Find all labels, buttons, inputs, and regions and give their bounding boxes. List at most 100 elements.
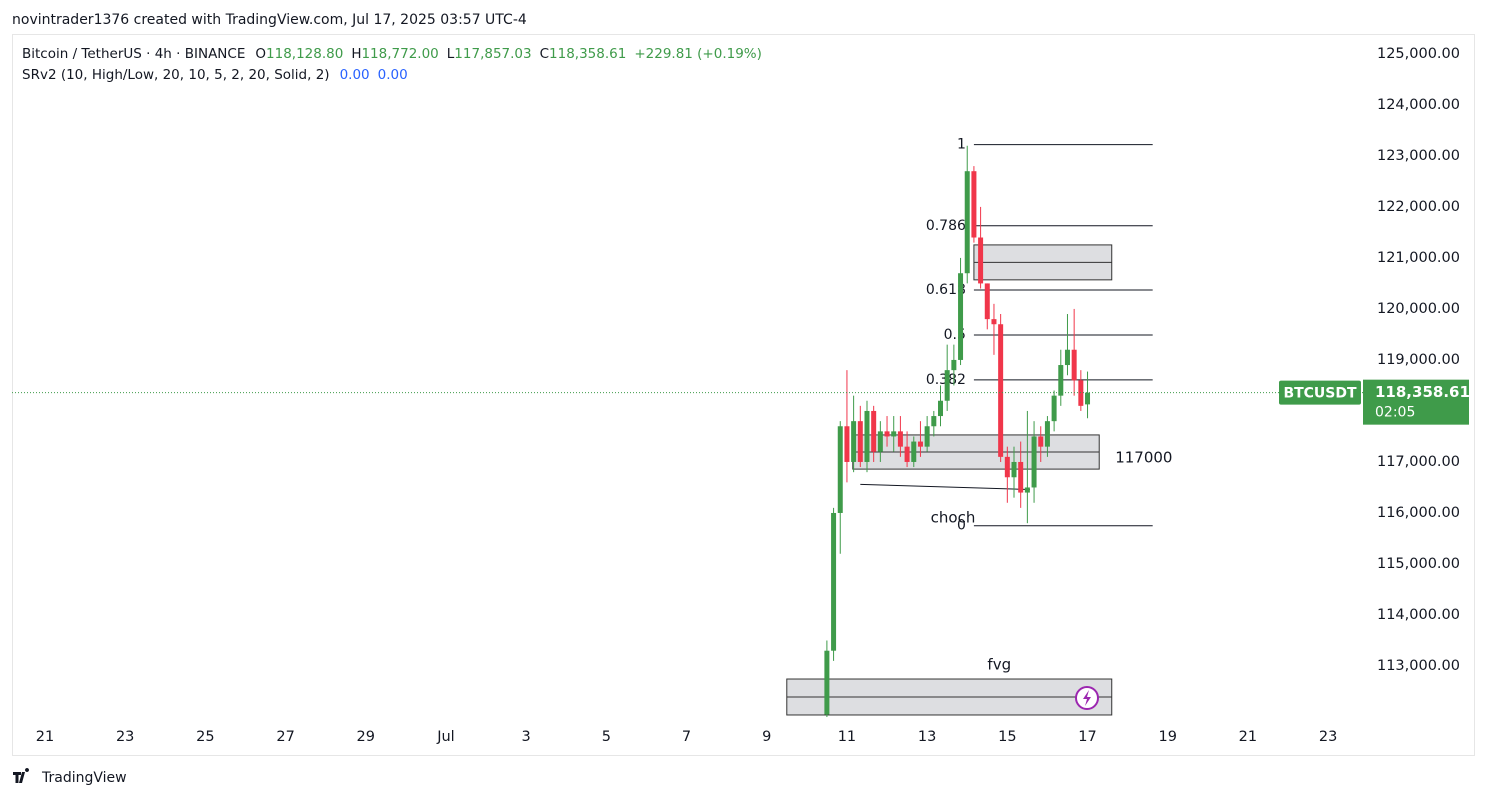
x-tick-label: 23 bbox=[1319, 729, 1337, 745]
ohlc-value: 118,772.00 bbox=[361, 46, 438, 62]
candle-body bbox=[864, 410, 870, 462]
candle-body bbox=[1085, 392, 1091, 405]
candle-body bbox=[924, 426, 930, 447]
y-tick-label: 122,000.00 bbox=[1377, 199, 1460, 215]
x-tick-label: 5 bbox=[602, 729, 611, 745]
candle-body bbox=[937, 400, 943, 417]
x-tick-label: 17 bbox=[1078, 729, 1096, 745]
x-tick-label: 15 bbox=[998, 729, 1016, 745]
ohlc-key: C bbox=[540, 46, 549, 62]
y-tick-label: 121,000.00 bbox=[1377, 250, 1460, 266]
candle-body bbox=[884, 431, 890, 437]
footer-text: TradingView bbox=[41, 770, 127, 786]
candle-body bbox=[1011, 461, 1017, 478]
zone-label: fvg bbox=[987, 656, 1011, 674]
candle-body bbox=[897, 431, 903, 447]
y-tick-label: 114,000.00 bbox=[1377, 607, 1460, 623]
candle-body bbox=[1038, 436, 1044, 447]
candle-body bbox=[978, 237, 984, 284]
x-tick-label: 9 bbox=[762, 729, 771, 745]
indicator-value: 0.00 bbox=[340, 67, 370, 83]
candle-body bbox=[904, 446, 910, 462]
symbol-tag: BTCUSDT bbox=[1283, 386, 1357, 402]
ohlc-key: H bbox=[351, 46, 361, 62]
frame bbox=[12, 34, 1475, 756]
candle-body bbox=[998, 324, 1004, 457]
candle-body bbox=[1058, 365, 1064, 396]
alert-icon-bolt bbox=[1083, 690, 1091, 706]
candle-body bbox=[958, 273, 964, 360]
x-tick-label: 21 bbox=[36, 729, 54, 745]
x-tick-label: 23 bbox=[116, 729, 134, 745]
x-tick-label: Jul bbox=[436, 729, 455, 745]
candle-body bbox=[844, 426, 850, 462]
candle-body bbox=[984, 283, 990, 320]
candle-body bbox=[1018, 461, 1024, 493]
candle-body bbox=[931, 416, 937, 427]
x-tick-label: 27 bbox=[276, 729, 294, 745]
candle-body bbox=[964, 171, 970, 274]
candle-body bbox=[871, 410, 877, 452]
ohlc-key: O bbox=[255, 46, 266, 62]
ohlc-value: 117,857.03 bbox=[454, 46, 531, 62]
x-tick-label: 25 bbox=[196, 729, 214, 745]
fib-label: 1 bbox=[957, 137, 966, 153]
y-tick-label: 120,000.00 bbox=[1377, 301, 1460, 317]
x-tick-label: 29 bbox=[357, 729, 375, 745]
candle-body bbox=[857, 421, 863, 462]
choch-line bbox=[860, 483, 1030, 491]
fib-label: 0.786 bbox=[926, 218, 966, 234]
change: +229.81 (+0.19%) bbox=[634, 46, 762, 62]
candle-body bbox=[917, 441, 923, 447]
price-tag-bg bbox=[1363, 379, 1469, 425]
candle-body bbox=[1071, 349, 1077, 381]
y-tick-label: 115,000.00 bbox=[1377, 556, 1460, 572]
choch-label: choch bbox=[931, 509, 976, 527]
x-tick-label: 19 bbox=[1158, 729, 1176, 745]
y-tick-label: 116,000.00 bbox=[1377, 505, 1460, 521]
candle-body bbox=[911, 441, 917, 462]
candle-body bbox=[944, 370, 950, 401]
candle-body bbox=[951, 359, 957, 371]
candle-body bbox=[1031, 436, 1037, 488]
y-tick-label: 123,000.00 bbox=[1377, 148, 1460, 164]
x-tick-label: 7 bbox=[682, 729, 691, 745]
x-tick-label: 21 bbox=[1239, 729, 1257, 745]
ohlc-key: L bbox=[447, 46, 455, 62]
ohlc-value: 118,128.80 bbox=[266, 46, 343, 62]
countdown: 02:05 bbox=[1375, 405, 1415, 421]
price-tag: 118,358.61 bbox=[1375, 383, 1470, 401]
y-tick-label: 125,000.00 bbox=[1377, 46, 1460, 62]
indicator-value: 0.00 bbox=[378, 67, 408, 83]
candle-body bbox=[891, 431, 897, 437]
candle-body bbox=[831, 512, 837, 651]
fib-label: 0.618 bbox=[926, 282, 966, 298]
candle-body bbox=[851, 421, 857, 462]
candle-body bbox=[991, 319, 997, 325]
candle-body bbox=[824, 650, 830, 715]
watermark: novintrader1376 created with TradingView… bbox=[12, 12, 527, 28]
logo-icon bbox=[13, 768, 30, 783]
candle-body bbox=[877, 431, 883, 452]
ohlc-value: 118,358.61 bbox=[549, 46, 626, 62]
x-tick-label: 13 bbox=[918, 729, 936, 745]
footer-logo: TradingView bbox=[13, 768, 127, 786]
x-tick-label: 11 bbox=[838, 729, 856, 745]
y-tick-label: 117,000.00 bbox=[1377, 454, 1460, 470]
y-tick-label: 124,000.00 bbox=[1377, 97, 1460, 113]
candle-body bbox=[1024, 487, 1030, 493]
candle-body bbox=[1004, 456, 1010, 478]
zone-label: 117000 bbox=[1115, 449, 1172, 467]
header: Bitcoin / TetherUS · 4h · BINANCE O118,12… bbox=[22, 46, 762, 62]
indicator-name: SRv2 (10, High/Low, 20, 10, 5, 2, 20, So… bbox=[22, 67, 330, 83]
candle-body bbox=[971, 171, 977, 238]
symbol-tag-bg bbox=[1279, 380, 1361, 405]
candle-body bbox=[1051, 395, 1057, 422]
symbol-title: Bitcoin / TetherUS · 4h · BINANCE bbox=[22, 46, 245, 62]
candle-body bbox=[1064, 349, 1070, 366]
y-tick-label: 113,000.00 bbox=[1377, 658, 1460, 674]
indicator-line: SRv2 (10, High/Low, 20, 10, 5, 2, 20, So… bbox=[22, 67, 408, 83]
fib-label: 0 bbox=[957, 518, 966, 534]
